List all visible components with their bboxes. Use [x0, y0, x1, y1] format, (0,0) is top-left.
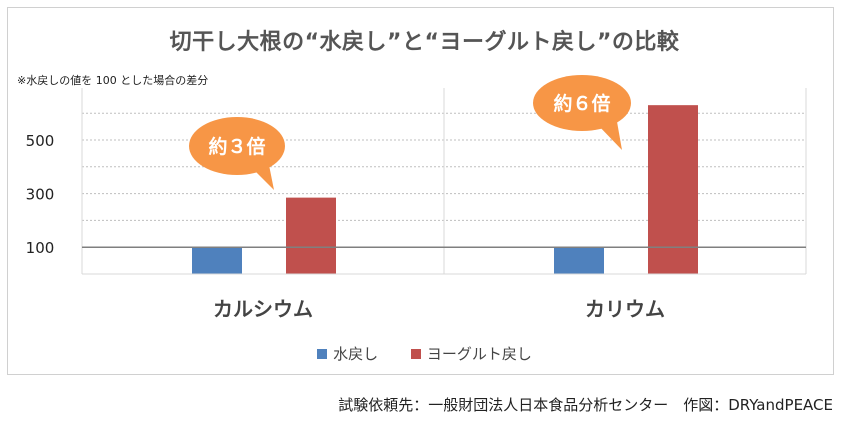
chart-title: 切干し大根の“水戻し”と“ヨーグルト戻し”の比較 [169, 30, 680, 55]
legend-item-yogurt: ヨーグルト戻し [410, 343, 532, 364]
bar-yogurt-1 [648, 105, 698, 274]
legend-item-water: 水戻し [317, 343, 378, 364]
bar-water-0 [192, 247, 242, 274]
legend-swatch-water [317, 349, 328, 359]
callout-label: 約３倍 [208, 135, 265, 158]
category-label: カルシウム [213, 297, 313, 321]
credit-text: 試験依頼先：一般財団法人日本食品分析センター 作図：DRYandPEACE [338, 396, 833, 414]
category-label: カリウム [585, 297, 665, 321]
legend-label-yogurt: ヨーグルト戻し [426, 345, 532, 363]
chart-legend: 水戻し ヨーグルト戻し [0, 343, 849, 364]
callout-label: 約６倍 [553, 92, 610, 115]
callout-bubble [533, 75, 631, 131]
legend-swatch-yogurt [410, 349, 421, 359]
legend-label-water: 水戻し [333, 345, 379, 363]
bar-yogurt-0 [286, 197, 336, 274]
chart-plot: カルシウム カリウム 100 300 500 約３倍 約６倍 [26, 75, 807, 321]
callout-bubble [189, 117, 285, 175]
y-tick-label: 100 [26, 239, 55, 257]
bar-water-1 [554, 247, 604, 274]
y-tick-label: 500 [26, 132, 55, 150]
y-tick-label: 300 [26, 186, 55, 204]
chart-note: ※水戻しの値を 100 とした場合の差分 [17, 74, 209, 87]
